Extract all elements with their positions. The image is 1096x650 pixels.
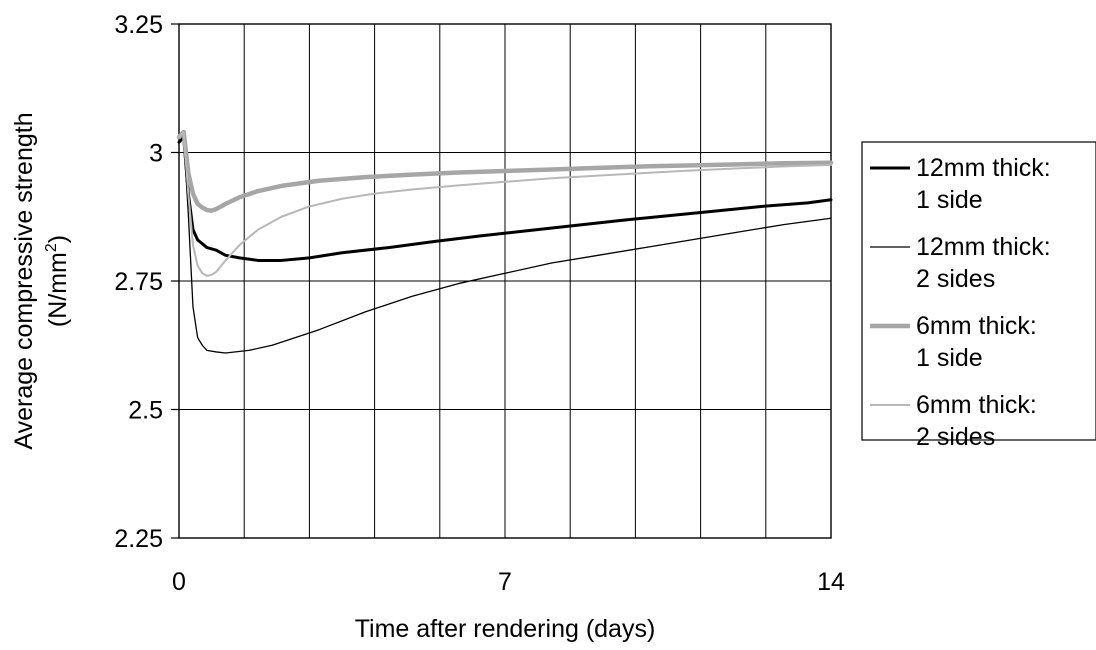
legend: 12mm thick: 1 side 12mm thick: 2 sides 6mm t… bbox=[861, 141, 1096, 451]
legend-label-2-line-2: 2 sides bbox=[916, 265, 995, 293]
y-tick-label-1: 2.25 bbox=[114, 525, 163, 553]
legend-label-4-line-2: 2 sides bbox=[916, 423, 995, 451]
y-axis-unit-close: ) bbox=[44, 235, 72, 243]
y-tick-label-2: 2.5 bbox=[128, 397, 163, 425]
legend-label-1-line-2: 1 side bbox=[916, 186, 983, 214]
y-tick-label-5: 3.25 bbox=[114, 11, 163, 39]
x-tick-label-2: 7 bbox=[498, 568, 512, 596]
x-tick-label-3: 14 bbox=[817, 568, 845, 596]
legend-items: 12mm thick: 1 side 12mm thick: 2 sides 6mm t… bbox=[870, 154, 1051, 451]
y-tick-label-4: 3 bbox=[149, 140, 163, 168]
y-axis-unit-text: (N/mm bbox=[44, 252, 72, 327]
y-axis-title: Average compressive strength (N/mm2) bbox=[10, 112, 72, 449]
grid bbox=[179, 24, 831, 538]
legend-label-2-line-1: 12mm thick: bbox=[916, 233, 1051, 261]
legend-label-4-line-1: 6mm thick: bbox=[916, 391, 1037, 419]
y-axis-unit-superscript: 2 bbox=[43, 243, 60, 252]
x-tick-label-1: 0 bbox=[172, 568, 186, 596]
tick-labels: 2.25 2.5 2.75 3 3.25 0 7 14 bbox=[114, 11, 845, 596]
legend-label-3-line-2: 1 side bbox=[916, 344, 983, 372]
legend-frame bbox=[861, 141, 1096, 441]
y-axis-title-line-2: (N/mm2) bbox=[43, 235, 72, 327]
legend-label-1-line-1: 12mm thick: bbox=[916, 154, 1051, 182]
series-line-1 bbox=[177, 135, 833, 262]
series-group bbox=[176, 129, 834, 354]
y-axis-title-line-1: Average compressive strength bbox=[10, 112, 38, 449]
series-line-3 bbox=[176, 129, 834, 213]
y-tick-label-3: 2.75 bbox=[114, 268, 163, 296]
legend-label-3-line-1: 6mm thick: bbox=[916, 312, 1037, 340]
series-line-4 bbox=[178, 130, 832, 277]
x-axis-title: Time after rendering (days) bbox=[355, 615, 656, 643]
series-line-2 bbox=[178, 136, 832, 354]
